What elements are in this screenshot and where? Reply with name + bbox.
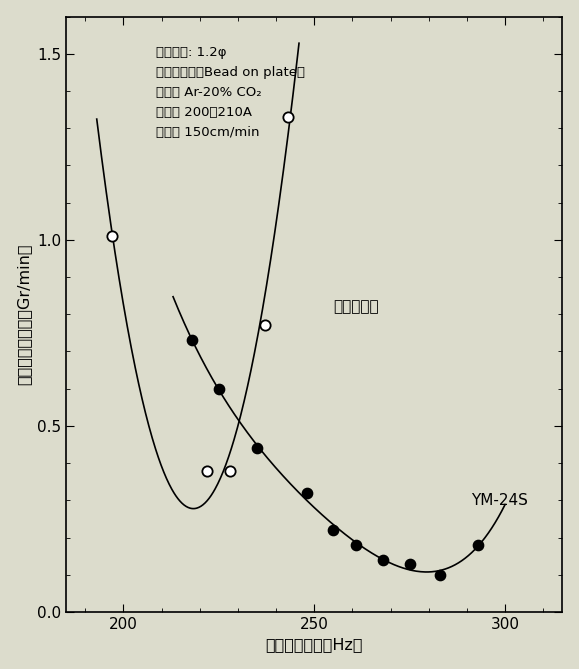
- Point: [203, 465, 212, 476]
- Text: 従来ワイヤ: 従来ワイヤ: [334, 299, 379, 314]
- Point: [329, 524, 338, 535]
- Point: [474, 540, 483, 551]
- Text: YM-24S: YM-24S: [471, 493, 527, 508]
- Point: [283, 112, 292, 122]
- Point: [107, 231, 116, 242]
- Point: [302, 488, 312, 498]
- Point: [260, 320, 269, 330]
- X-axis label: パルス周波数（Hz）: パルス周波数（Hz）: [266, 638, 363, 652]
- Point: [378, 555, 387, 565]
- Point: [351, 540, 361, 551]
- Point: [405, 558, 415, 569]
- Y-axis label: スパッタ発生量（Gr/min）: スパッタ発生量（Gr/min）: [17, 244, 32, 385]
- Point: [435, 569, 445, 580]
- Text: ワイヤ径: 1.2φ
姿勢：下向（Bead on plate）
ガス： Ar-20% CO₂
電流： 200～210A
速度： 150cm/min: ワイヤ径: 1.2φ 姿勢：下向（Bead on plate） ガス： Ar-2…: [156, 46, 305, 139]
- Point: [214, 383, 223, 394]
- Point: [252, 443, 262, 454]
- Point: [226, 465, 235, 476]
- Point: [188, 335, 197, 346]
